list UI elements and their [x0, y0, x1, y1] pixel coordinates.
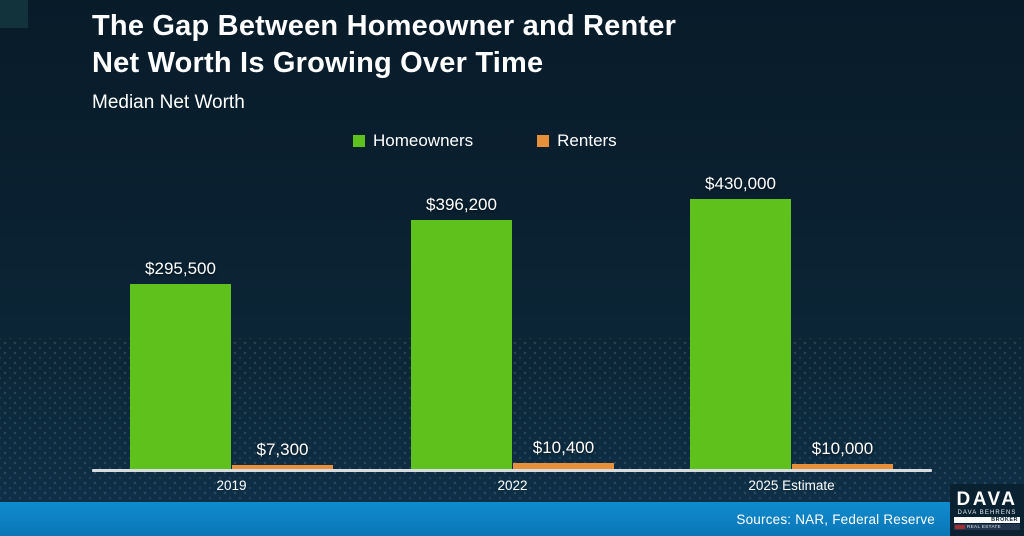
logo-red-block [955, 524, 965, 529]
value-label-renters-2019: $7,300 [256, 440, 309, 459]
logo-broker-badge: BROKER [954, 516, 1020, 523]
bar-homeowners-2022 [411, 220, 512, 470]
legend: Homeowners Renters [353, 131, 617, 151]
chart-title-line2: Net Worth Is Growing Over Time [92, 47, 544, 79]
legend-item-homeowners: Homeowners [353, 131, 473, 151]
homeowners-swatch-icon [353, 135, 365, 147]
bar-renters-2019 [232, 465, 333, 470]
x-tick-2019: 2019 [216, 478, 247, 493]
bar-homeowners-2025-estimate [690, 199, 791, 470]
x-tick-2025-estimate: 2025 Estimate [748, 478, 835, 493]
logo-tagline: REAL ESTATE [967, 523, 1002, 529]
renters-swatch-icon [537, 135, 550, 147]
value-label-renters-2022: $10,400 [532, 438, 595, 457]
x-tick-2022: 2022 [497, 478, 528, 493]
value-label-homeowners-2025-estimate: $430,000 [705, 174, 776, 193]
logo-tagline-row: REAL ESTATE [954, 523, 1020, 530]
legend-label-homeowners: Homeowners [373, 131, 474, 150]
value-label-homeowners-2022: $396,200 [426, 195, 497, 214]
logo-subtitle: DAVA BEHRENS [957, 509, 1017, 516]
logo-dava: DAVA DAVA BEHRENS BROKER REAL ESTATE [950, 484, 1024, 536]
value-label-homeowners-2019: $295,500 [145, 259, 216, 278]
footer-bar: Sources: NAR, Federal Reserve [0, 502, 1024, 536]
sources-text: Sources: NAR, Federal Reserve [736, 512, 935, 527]
bar-renters-2025-estimate [792, 464, 893, 470]
chart-subtitle: Median Net Worth [92, 92, 245, 113]
bar-renters-2022 [513, 463, 614, 470]
legend-label-renters: Renters [557, 131, 617, 150]
x-axis-line [92, 469, 932, 472]
logo-title: DAVA [956, 488, 1018, 510]
bar-homeowners-2019 [130, 284, 231, 470]
corner-accent [0, 0, 28, 28]
chart-title-line1: The Gap Between Homeowner and Renter [92, 10, 677, 42]
value-label-renters-2025-estimate: $10,000 [811, 439, 874, 458]
legend-item-renters: Renters [537, 131, 617, 151]
chart-title: The Gap Between Homeowner and Renter Net… [92, 8, 676, 82]
